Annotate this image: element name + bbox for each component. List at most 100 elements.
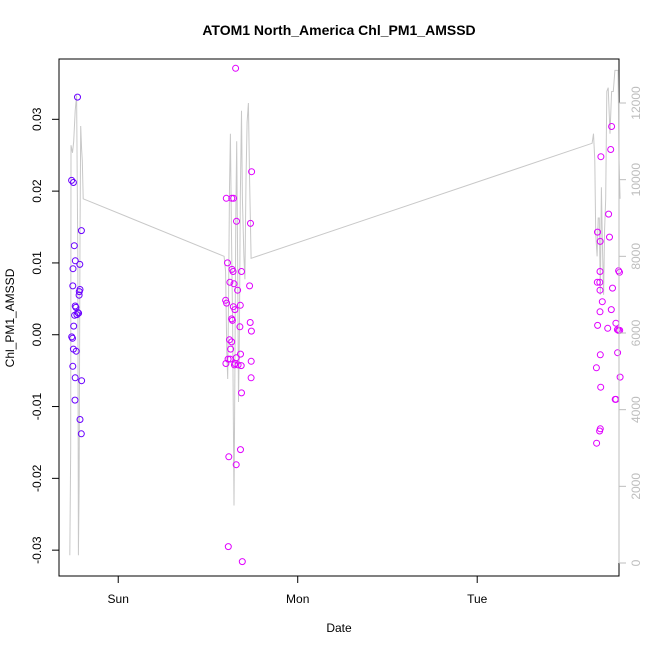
secondary-line-layer [69, 69, 621, 556]
data-point [71, 396, 79, 404]
data-point [74, 93, 81, 101]
data-point [594, 228, 601, 236]
data-point [230, 361, 238, 369]
data-point [597, 383, 605, 391]
y-axis-label: Chl_PM1_AMSSD [3, 268, 17, 367]
data-point [605, 210, 613, 218]
data-point [226, 336, 233, 344]
data-point [596, 427, 604, 435]
data-point [69, 334, 76, 342]
x-axis-label: Date [326, 621, 352, 635]
data-point [71, 257, 79, 265]
data-point [69, 362, 77, 370]
data-point [230, 194, 238, 202]
data-point [68, 333, 76, 341]
data-point [247, 374, 255, 382]
data-point [597, 153, 605, 161]
y-tick-label: -0.01 [30, 393, 44, 421]
data-point [75, 291, 83, 299]
data-point [246, 282, 254, 290]
data-point [69, 179, 77, 186]
data-point [238, 268, 245, 275]
data-point [611, 395, 619, 403]
data-point [223, 299, 231, 307]
y-tick-label: -0.02 [30, 464, 44, 492]
data-point [225, 453, 233, 461]
data-point [76, 260, 84, 268]
data-point [609, 284, 616, 292]
x-tick-label: Tue [467, 592, 488, 606]
data-point [72, 347, 80, 355]
y-tick-label: 0.01 [30, 251, 44, 275]
data-point [596, 268, 604, 275]
data-point [75, 309, 83, 317]
data-point [73, 311, 81, 319]
y-tick-label: -0.03 [30, 536, 44, 564]
axes-layer: -0.03 -0.02 -0.01 0.00 0.01 0.02 0.03 Sun Mon Tue… [30, 86, 643, 606]
data-point [238, 389, 245, 397]
x-tick-label: Sun [108, 592, 129, 606]
data-point [69, 282, 77, 290]
data-point [604, 324, 612, 332]
data-point [229, 268, 237, 275]
y2-tick-label: 2000 [629, 473, 643, 500]
data-point [71, 374, 79, 382]
data-point [247, 327, 255, 335]
data-point [228, 316, 236, 324]
data-point [224, 259, 231, 267]
data-point [236, 301, 244, 309]
data-point [232, 461, 240, 469]
data-point [69, 265, 77, 273]
data-point [596, 286, 604, 294]
data-point [616, 373, 624, 381]
data-point [226, 355, 234, 363]
data-point [598, 298, 606, 306]
data-point [77, 227, 85, 235]
data-point [592, 364, 600, 372]
data-point [226, 278, 234, 286]
data-point [596, 308, 604, 316]
y2-tick-label: 4000 [629, 396, 643, 423]
y2-tick-label: 0 [629, 559, 643, 566]
secondary-series-line [69, 69, 621, 556]
y2-tick-label: 6000 [629, 319, 643, 346]
data-point [228, 338, 236, 346]
y2-tick-label: 12000 [629, 86, 643, 120]
data-point [78, 377, 86, 385]
data-point [606, 233, 613, 241]
data-point [233, 217, 240, 225]
points-layer [68, 64, 624, 566]
data-point [596, 351, 604, 359]
data-point [594, 321, 602, 329]
y2-tick-label: 10000 [629, 163, 643, 197]
data-point [607, 306, 615, 314]
data-point [607, 146, 615, 153]
data-point [70, 322, 78, 330]
data-point [612, 319, 620, 327]
y2-tick-label: 8000 [629, 243, 643, 270]
data-point [248, 168, 256, 176]
data-point [593, 439, 601, 447]
data-point [222, 360, 230, 367]
data-point [236, 323, 244, 331]
data-point [234, 286, 242, 294]
data-point [231, 306, 239, 314]
data-point [238, 558, 246, 566]
data-point [234, 361, 242, 369]
data-point [247, 219, 254, 227]
plot-frame [58, 58, 620, 577]
data-point [230, 280, 238, 288]
data-point [608, 123, 616, 130]
data-point [237, 362, 245, 370]
y-tick-label: 0.03 [30, 107, 44, 131]
data-point [596, 278, 604, 286]
data-point [237, 350, 244, 358]
data-point [593, 278, 601, 286]
y-tick-label: 0.00 [30, 323, 44, 347]
y-tick-label: 0.02 [30, 179, 44, 203]
data-point [246, 319, 254, 326]
x-tick-label: Mon [286, 592, 309, 606]
data-point [75, 288, 83, 296]
data-point [237, 446, 244, 454]
